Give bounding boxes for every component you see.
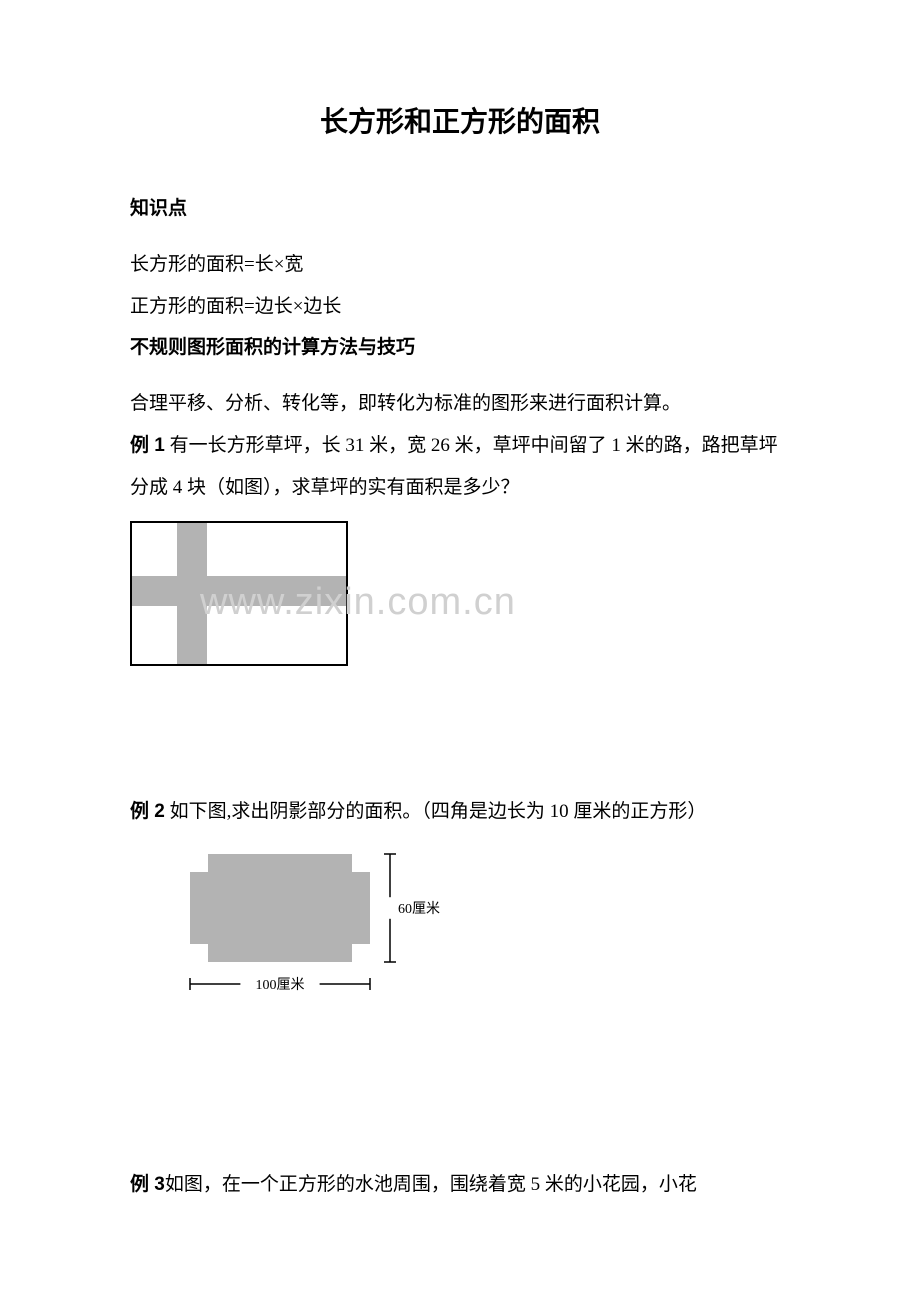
rect-formula: 长方形的面积=长×宽 bbox=[130, 244, 790, 286]
example-3: 例 3如图，在一个正方形的水池周围，围绕着宽 5 米的小花园，小花 bbox=[130, 1164, 790, 1206]
example-2: 例 2 如下图,求出阴影部分的面积。（四角是边长为 10 厘米的正方形） bbox=[130, 791, 790, 833]
irregular-desc: 合理平移、分析、转化等，即转化为标准的图形来进行面积计算。 bbox=[130, 383, 790, 425]
figure-1 bbox=[130, 521, 348, 666]
example-3-label: 例 3 bbox=[130, 1174, 165, 1195]
square-formula: 正方形的面积=边长×边长 bbox=[130, 286, 790, 328]
figure-2-wrap: 60厘米 100厘米 bbox=[170, 844, 790, 1014]
figure-2: 60厘米 100厘米 bbox=[170, 844, 460, 1009]
example-1-label: 例 1 bbox=[130, 435, 165, 456]
example-1-text: 有一长方形草坪，长 31 米，宽 26 米，草坪中间留了 1 米的路，路把草坪分… bbox=[130, 435, 778, 498]
example-3-text: 如图，在一个正方形的水池周围，围绕着宽 5 米的小花园，小花 bbox=[165, 1174, 697, 1195]
irregular-heading: 不规则图形面积的计算方法与技巧 bbox=[130, 327, 790, 369]
svg-text:100厘米: 100厘米 bbox=[256, 977, 305, 993]
figure-1-wrap: www.zixin.com.cn bbox=[130, 521, 790, 671]
knowledge-heading: 知识点 bbox=[130, 188, 790, 230]
example-1: 例 1 有一长方形草坪，长 31 米，宽 26 米，草坪中间留了 1 米的路，路… bbox=[130, 425, 790, 509]
svg-text:60厘米: 60厘米 bbox=[398, 901, 440, 917]
example-2-text: 如下图,求出阴影部分的面积。（四角是边长为 10 厘米的正方形） bbox=[165, 801, 707, 822]
example-2-label: 例 2 bbox=[130, 801, 165, 822]
page-title: 长方形和正方形的面积 bbox=[130, 100, 790, 140]
